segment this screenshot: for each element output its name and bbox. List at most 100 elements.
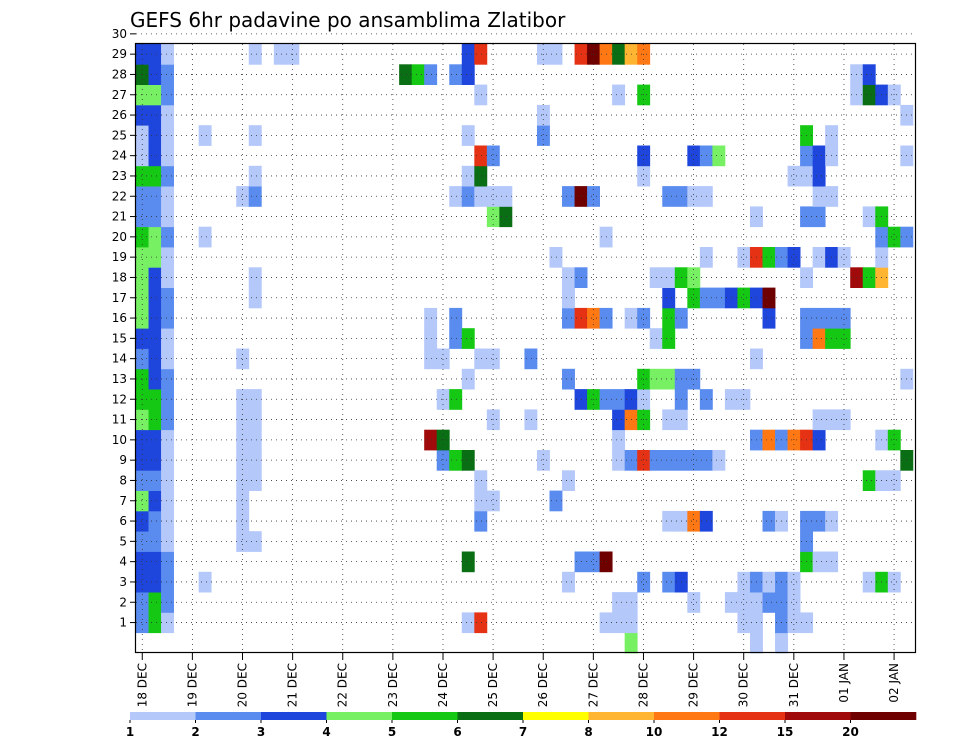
- heatmap-cell: [449, 307, 463, 329]
- heatmap-cell: [248, 287, 262, 309]
- heatmap-cell: [812, 165, 826, 187]
- colorbar-label: 15: [777, 725, 794, 739]
- heatmap-cell: [762, 247, 776, 268]
- heatmap-cell: [887, 571, 901, 593]
- heatmap-cell: [474, 84, 488, 106]
- heatmap-cell: [612, 389, 626, 410]
- heatmap-cell: [161, 571, 174, 593]
- heatmap-cell: [587, 551, 601, 573]
- x-tick-label: 22 DEC: [336, 663, 350, 707]
- heatmap-cell: [612, 409, 626, 431]
- heatmap-cell: [812, 247, 826, 268]
- heatmap-cell: [161, 165, 174, 187]
- heatmap-cell: [461, 368, 475, 390]
- heatmap-cell: [737, 612, 751, 634]
- heatmap-cell: [662, 368, 676, 390]
- heatmap-cell: [787, 165, 801, 187]
- y-tick-label: 9: [119, 453, 127, 467]
- colorbar-swatch: [457, 712, 524, 720]
- colorbar-label: 2: [191, 725, 199, 739]
- heatmap-cell: [136, 531, 149, 552]
- heatmap-cell: [737, 592, 751, 613]
- colorbar-swatch: [785, 712, 851, 720]
- y-tick-label: 5: [119, 534, 127, 548]
- x-tick-label: 27 DEC: [586, 663, 600, 707]
- heatmap-cell: [662, 571, 676, 593]
- x-tick-label: 20 DEC: [236, 663, 250, 707]
- heatmap-cell: [161, 247, 174, 268]
- heatmap-cell: [161, 226, 174, 248]
- x-tick-label: 24 DEC: [436, 663, 450, 707]
- heatmap-cell: [524, 409, 538, 431]
- heatmap-cell: [637, 145, 651, 167]
- heatmap-cell: [461, 612, 475, 634]
- colorbar-swatch: [588, 712, 655, 720]
- heatmap-cell: [161, 450, 174, 471]
- heatmap-cell: [687, 267, 701, 288]
- heatmap-cell: [762, 307, 776, 329]
- heatmap-cell: [662, 328, 676, 349]
- heatmap-cell: [562, 571, 575, 593]
- heatmap-cell: [161, 429, 174, 451]
- heatmap-cell: [812, 409, 826, 431]
- heatmap-cell: [148, 287, 162, 309]
- heatmap-cell: [687, 450, 701, 471]
- heatmap-cell: [424, 348, 438, 370]
- heatmap-cell: [148, 328, 162, 349]
- y-tick-label: 18: [112, 270, 127, 284]
- x-tick-label: 02 JAN: [887, 663, 901, 703]
- heatmap-cell: [136, 612, 149, 634]
- heatmap-cell: [248, 267, 262, 288]
- heatmap-cell: [148, 409, 162, 431]
- heatmap-cell: [424, 328, 438, 349]
- y-tick-label: 4: [119, 555, 127, 569]
- heatmap-cell: [562, 287, 575, 309]
- heatmap-cell: [248, 470, 262, 491]
- heatmap-cell: [486, 206, 500, 228]
- heatmap-cell: [236, 186, 250, 207]
- y-tick-label: 13: [112, 372, 127, 386]
- heatmap-cell: [687, 510, 701, 532]
- colorbar-swatch: [261, 712, 327, 720]
- heatmap-cell: [148, 612, 162, 634]
- heatmap-cell: [148, 389, 162, 410]
- heatmap-cell: [662, 287, 676, 309]
- y-tick-label: 6: [119, 514, 127, 528]
- heatmap-cell: [461, 328, 475, 349]
- colorbar-label: 4: [322, 725, 330, 739]
- heatmap-cell: [161, 104, 174, 126]
- heatmap-cell: [461, 44, 475, 65]
- heatmap-cell: [436, 348, 450, 370]
- y-tick-label: 12: [112, 392, 127, 406]
- heatmap-cell: [449, 328, 463, 349]
- heatmap-cell: [749, 632, 763, 654]
- colorbar-swatch: [326, 712, 393, 720]
- heatmap-cell: [762, 287, 776, 309]
- heatmap-cell: [461, 125, 475, 146]
- heatmap-cell: [662, 510, 676, 532]
- heatmap-cell: [637, 165, 651, 187]
- y-tick-label: 16: [112, 311, 127, 325]
- heatmap-cell: [148, 145, 162, 167]
- heatmap-cell: [161, 531, 174, 552]
- heatmap-cell: [612, 450, 626, 471]
- heatmap-cell: [248, 429, 262, 451]
- heatmap-cell: [161, 348, 174, 370]
- heatmap-cell: [461, 551, 475, 573]
- heatmap-cell: [161, 328, 174, 349]
- heatmap-cell: [812, 429, 826, 451]
- chart-title: GEFS 6hr padavine po ansamblima Zlatibor: [130, 8, 566, 32]
- x-tick-label: 30 DEC: [737, 663, 751, 707]
- heatmap-cell: [587, 307, 601, 329]
- heatmap-cell: [161, 592, 174, 613]
- heatmap-cell: [461, 165, 475, 187]
- heatmap-cell: [449, 186, 463, 207]
- heatmap-cell: [148, 368, 162, 390]
- heatmap-cell: [248, 165, 262, 187]
- heatmap-cell: [248, 44, 262, 65]
- colorbar-swatch: [523, 712, 589, 720]
- heatmap-cell: [161, 551, 174, 573]
- heatmap-cell: [837, 328, 851, 349]
- heatmap-cell: [474, 145, 488, 167]
